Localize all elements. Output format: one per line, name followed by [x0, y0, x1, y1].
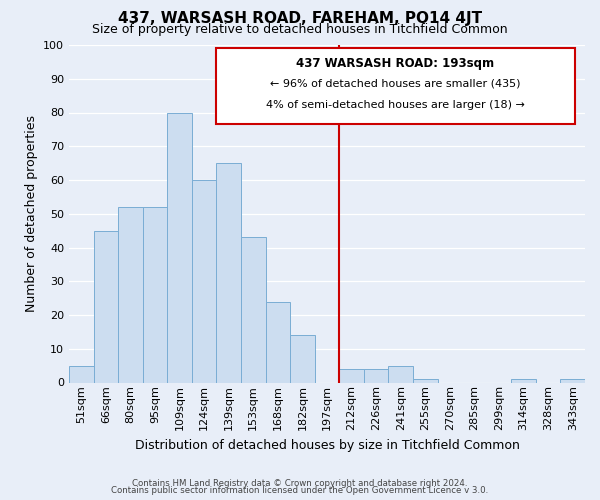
- Bar: [94, 230, 118, 382]
- FancyBboxPatch shape: [216, 48, 575, 124]
- Y-axis label: Number of detached properties: Number of detached properties: [25, 116, 38, 312]
- Bar: [388, 366, 413, 382]
- Text: Contains HM Land Registry data © Crown copyright and database right 2024.: Contains HM Land Registry data © Crown c…: [132, 478, 468, 488]
- Bar: [560, 379, 585, 382]
- Text: Contains public sector information licensed under the Open Government Licence v : Contains public sector information licen…: [112, 486, 488, 495]
- Bar: [339, 369, 364, 382]
- Bar: [290, 335, 315, 382]
- Text: Size of property relative to detached houses in Titchfield Common: Size of property relative to detached ho…: [92, 22, 508, 36]
- Text: 4% of semi-detached houses are larger (18) →: 4% of semi-detached houses are larger (1…: [266, 100, 525, 110]
- Bar: [413, 379, 437, 382]
- Bar: [364, 369, 388, 382]
- Bar: [217, 163, 241, 382]
- Bar: [241, 238, 266, 382]
- Bar: [143, 207, 167, 382]
- Text: ← 96% of detached houses are smaller (435): ← 96% of detached houses are smaller (43…: [270, 78, 521, 88]
- X-axis label: Distribution of detached houses by size in Titchfield Common: Distribution of detached houses by size …: [134, 438, 520, 452]
- Bar: [69, 366, 94, 382]
- Bar: [192, 180, 217, 382]
- Bar: [118, 207, 143, 382]
- Text: 437, WARSASH ROAD, FAREHAM, PO14 4JT: 437, WARSASH ROAD, FAREHAM, PO14 4JT: [118, 11, 482, 26]
- Bar: [167, 112, 192, 382]
- Text: 437 WARSASH ROAD: 193sqm: 437 WARSASH ROAD: 193sqm: [296, 57, 494, 70]
- Bar: [266, 302, 290, 382]
- Bar: [511, 379, 536, 382]
